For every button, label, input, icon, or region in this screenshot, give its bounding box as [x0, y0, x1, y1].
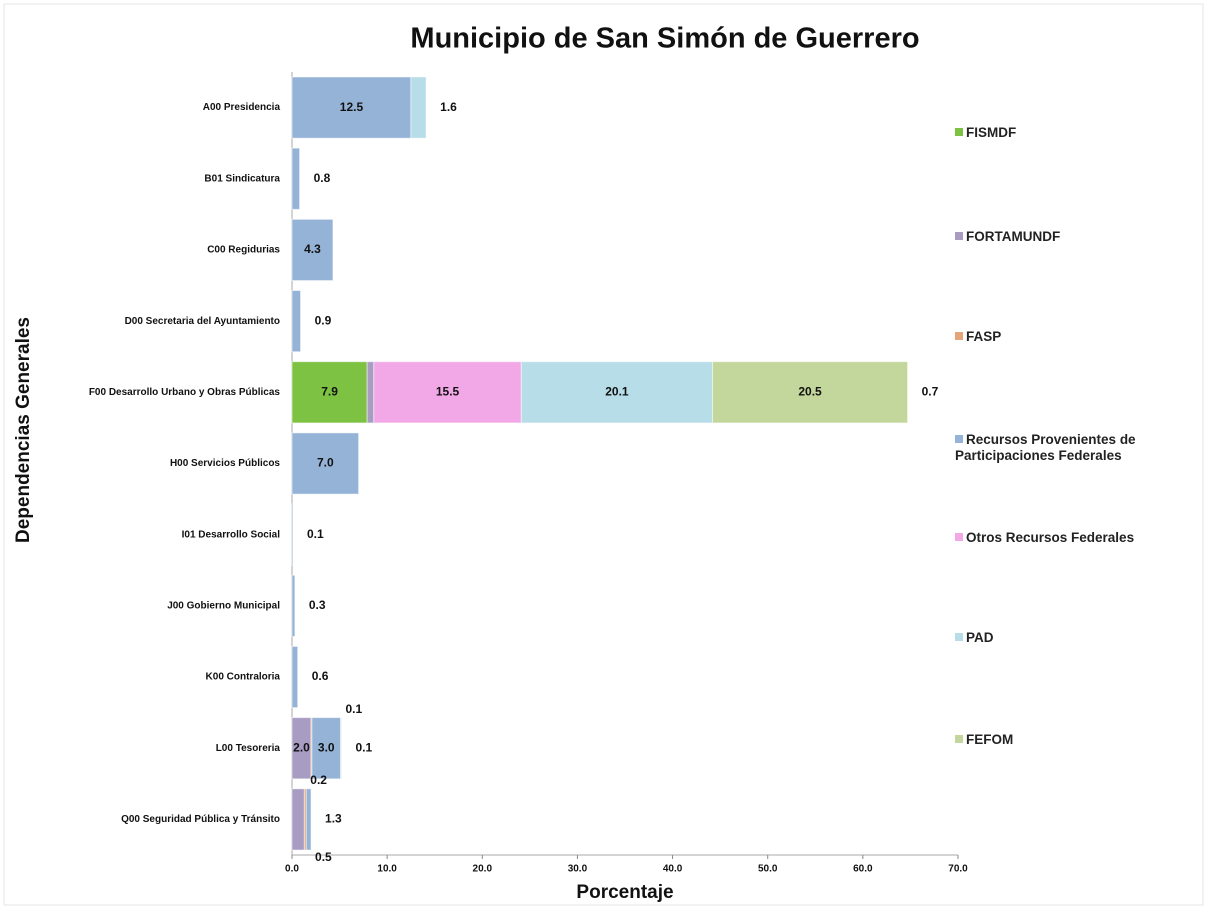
legend-item: FORTAMUNDF	[955, 229, 1195, 245]
y-tick-label: F00 Desarrollo Urbano y Obras Públicas	[89, 387, 281, 398]
legend-swatch	[955, 533, 963, 541]
x-axis-label: Porcentaje	[576, 882, 673, 903]
y-tick-label: I01 Desarrollo Social	[182, 529, 281, 540]
data-label: 0.6	[312, 669, 329, 683]
bar-segment	[291, 147, 301, 210]
legend-item: FASP	[955, 329, 1195, 345]
bar-segment	[291, 361, 368, 424]
legend-swatch	[955, 332, 963, 340]
data-label: 0.1	[345, 702, 362, 716]
legend-item: FISMDF	[955, 125, 1195, 141]
bar-segment	[305, 788, 312, 851]
chart-title: Municipio de San Simón de Guerrero	[410, 23, 919, 55]
bar-segment	[291, 290, 302, 353]
bar-segment	[291, 574, 296, 637]
x-tick-label: 60.0	[853, 864, 873, 875]
data-label: 0.8	[314, 171, 331, 185]
bar-segment	[291, 645, 299, 709]
bar-segment	[291, 432, 360, 495]
legend-item: Otros Recursos Federales	[955, 530, 1195, 546]
data-label: 3.0	[318, 740, 335, 754]
bar-segment	[712, 361, 909, 424]
y-tick-label: Q00 Seguridad Pública y Tránsito	[121, 814, 280, 825]
x-tick-label: 40.0	[663, 864, 683, 875]
y-tick-label: C00 Regidurias	[207, 245, 280, 256]
data-label: 12.5	[340, 100, 364, 114]
legend-label: FEFOM	[966, 732, 1014, 747]
bar-segment	[291, 218, 334, 282]
x-tick-label: 50.0	[758, 864, 778, 875]
legend-swatch	[955, 128, 963, 136]
x-tick-label: 10.0	[377, 864, 397, 875]
data-label: 0.5	[315, 850, 332, 864]
y-tick-label: L00 Tesoreria	[216, 743, 281, 754]
data-label: 7.9	[321, 384, 338, 398]
legend-label: PAD	[966, 630, 994, 645]
legend-swatch	[955, 633, 963, 641]
legend-swatch	[955, 435, 963, 443]
bar-segment	[366, 361, 375, 424]
bar-segment	[291, 76, 412, 139]
bar-segment	[311, 717, 342, 780]
data-label: 0.2	[310, 773, 327, 787]
y-tick-label: J00 Gobierno Municipal	[167, 601, 280, 612]
legend-item: Recursos Provenientes de Participaciones…	[955, 432, 1195, 464]
data-label: 2.0	[293, 740, 310, 754]
data-label: 0.9	[315, 313, 332, 327]
data-label: 1.6	[440, 100, 457, 114]
data-label: 20.5	[798, 384, 822, 398]
data-label: 15.5	[436, 384, 460, 398]
bar-segment	[373, 361, 522, 424]
y-tick-label: D00 Secretaria del Ayuntamiento	[125, 316, 280, 327]
x-tick-label: 70.0	[948, 864, 968, 875]
data-label: 0.1	[355, 740, 372, 754]
data-label: 1.3	[325, 812, 342, 826]
x-tick-label: 20.0	[473, 864, 493, 875]
bar-segment	[340, 717, 342, 780]
x-tick-label: 0.0	[285, 864, 299, 875]
frame	[3, 3, 1204, 906]
bar-segment	[520, 361, 714, 424]
y-tick-label: K00 Contraloria	[206, 672, 281, 683]
legend-swatch	[955, 735, 963, 743]
data-label: 4.3	[304, 242, 321, 256]
legend-item: FEFOM	[955, 732, 1195, 748]
legend-swatch	[955, 232, 963, 240]
bar-segment	[291, 788, 305, 851]
y-tick-label: H00 Servicios Públicos	[170, 458, 280, 469]
x-tick-label: 30.0	[568, 864, 588, 875]
y-tick-label: A00 Presidencia	[203, 102, 281, 113]
data-label: 7.0	[317, 456, 334, 470]
data-label: 0.3	[309, 598, 326, 612]
data-label: 0.7	[922, 384, 939, 398]
bar-segment	[410, 76, 427, 139]
data-label: 0.1	[307, 527, 324, 541]
y-tick-label: B01 Sindicatura	[204, 173, 280, 184]
legend-label: FASP	[966, 329, 1002, 344]
bar-segment	[291, 503, 294, 566]
legend-label: FISMDF	[966, 125, 1017, 140]
y-axis-label: Dependencias Generales	[13, 317, 34, 543]
legend-item: PAD	[955, 630, 1195, 646]
legend-label: Otros Recursos Federales	[966, 530, 1135, 545]
legend-label: Recursos Provenientes de Participaciones…	[955, 432, 1136, 463]
legend-label: FORTAMUNDF	[966, 229, 1061, 244]
data-label: 20.1	[605, 384, 629, 398]
